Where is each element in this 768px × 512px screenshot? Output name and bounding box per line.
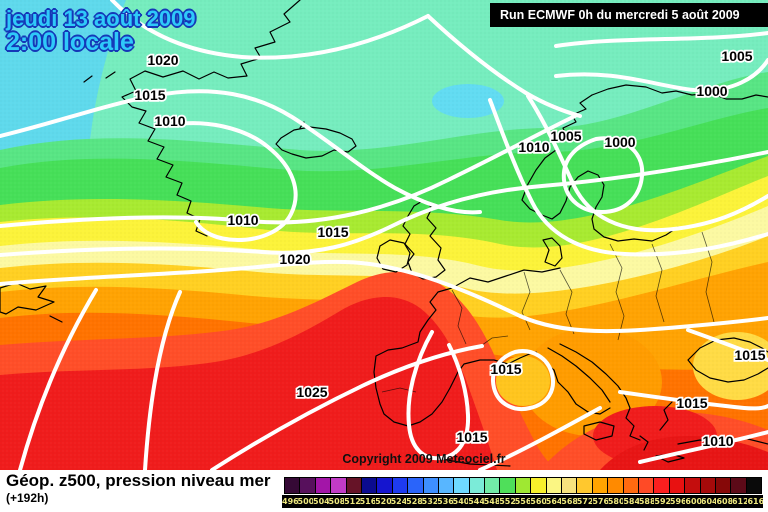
contour-label: 1020 — [147, 52, 178, 68]
scale-value: 564 — [545, 497, 562, 506]
scale-value: 544 — [468, 497, 484, 506]
scale-cell — [545, 477, 563, 494]
contour-label: 1015 — [317, 224, 348, 240]
scale-value: 604 — [700, 497, 717, 506]
scale-value: 600 — [685, 497, 701, 506]
scale-cell — [422, 477, 439, 494]
contour-label: 1010 — [227, 212, 258, 228]
scale-value: 572 — [576, 497, 593, 506]
contour-label: 1015 — [676, 395, 707, 411]
scale-cell — [330, 477, 347, 494]
color-scale-values: 496 500 504 508 512 516 520 524 528 532 536 540 544 5… — [282, 495, 763, 508]
scale-cell — [284, 477, 301, 494]
color-scale — [284, 477, 763, 494]
scale-cell — [468, 477, 486, 494]
forecast-lead-time: (+192h) — [6, 491, 49, 505]
scale-cell — [530, 477, 547, 494]
isobar-contours — [0, 0, 768, 470]
scale-cell — [299, 477, 316, 494]
map-title: Géop. z500, pression niveau mer — [6, 471, 271, 490]
scale-cell — [637, 477, 655, 494]
scale-value: 568 — [561, 497, 577, 506]
scale-cell — [314, 477, 332, 494]
scale-cell — [653, 477, 670, 494]
contour-label: 1010 — [518, 139, 549, 155]
scale-cell — [699, 477, 716, 494]
contour-label: 1020 — [279, 251, 310, 267]
scale-value: 552 — [499, 497, 515, 506]
scale-cell — [561, 477, 578, 494]
contour-label: 1010 — [702, 433, 733, 449]
scale-value: 516 — [359, 497, 376, 506]
scale-value: 540 — [452, 497, 469, 506]
geopotential-field — [0, 0, 768, 470]
scale-cell — [453, 477, 470, 494]
contour-label: 1005 — [721, 48, 752, 64]
contour-label: 1015 — [456, 429, 487, 445]
scale-value: 520 — [375, 497, 391, 506]
scale-cell — [407, 477, 424, 494]
contour-label: 1005 — [550, 128, 581, 144]
contour-label: 1015 — [490, 361, 521, 377]
scale-value: 532 — [421, 497, 438, 506]
scale-cell — [684, 477, 701, 494]
scale-value: 588 — [638, 497, 655, 506]
model-run-banner: Run ECMWF 0h du mercredi 5 août 2009 — [490, 3, 768, 27]
scale-cell — [345, 477, 362, 494]
scale-cell — [668, 477, 686, 494]
scale-cell — [376, 477, 393, 494]
valid-date: jeudi 13 août 2009 — [6, 6, 196, 31]
scale-cell — [514, 477, 532, 494]
scale-cell — [360, 477, 378, 494]
scale-cell — [745, 477, 763, 494]
forecast-map: 1020 1015 1010 1005 1000 1010 1005 1000 1010 1015… — [0, 0, 768, 470]
scale-value: 596 — [669, 497, 686, 506]
scale-value: 536 — [437, 497, 453, 506]
contour-label: 1015 — [734, 347, 765, 363]
scale-value: 508 — [328, 497, 345, 506]
contour-label: 1000 — [604, 134, 635, 150]
scale-cell — [730, 477, 747, 494]
scale-cell — [437, 477, 455, 494]
scale-value: 616 — [747, 497, 763, 506]
scale-cell — [622, 477, 639, 494]
scale-value: 512 — [344, 497, 360, 506]
copyright-text: Copyright 2009 Meteociel.fr — [342, 452, 505, 466]
contour-label: 1025 — [296, 384, 327, 400]
scale-value: 528 — [406, 497, 422, 506]
contour-label: 1010 — [154, 113, 185, 129]
scale-value: 556 — [514, 497, 531, 506]
scale-value: 500 — [297, 497, 314, 506]
scale-cell — [576, 477, 593, 494]
scale-cell — [499, 477, 516, 494]
scale-value: 608 — [716, 497, 732, 506]
scale-value: 592 — [654, 497, 670, 506]
contour-label: 1015 — [134, 87, 165, 103]
scale-cell — [607, 477, 624, 494]
scale-value: 580 — [607, 497, 624, 506]
scale-value: 524 — [390, 497, 407, 506]
scale-value: 612 — [731, 497, 748, 506]
valid-datetime: jeudi 13 août 2009 2:00 locale — [6, 6, 196, 57]
scale-value: 496 — [282, 497, 298, 506]
scale-cell — [714, 477, 732, 494]
scale-cell — [391, 477, 409, 494]
scale-value: 584 — [623, 497, 639, 506]
scale-value: 560 — [530, 497, 546, 506]
valid-time: 2:00 locale — [6, 28, 134, 57]
scale-cell — [484, 477, 501, 494]
legend-bar: Géop. z500, pression niveau mer (+192h) … — [0, 470, 768, 512]
scale-value: 504 — [313, 497, 329, 506]
scale-cell — [591, 477, 609, 494]
contour-label: 1000 — [696, 83, 727, 99]
scale-value: 576 — [592, 497, 608, 506]
scale-value: 548 — [483, 497, 500, 506]
